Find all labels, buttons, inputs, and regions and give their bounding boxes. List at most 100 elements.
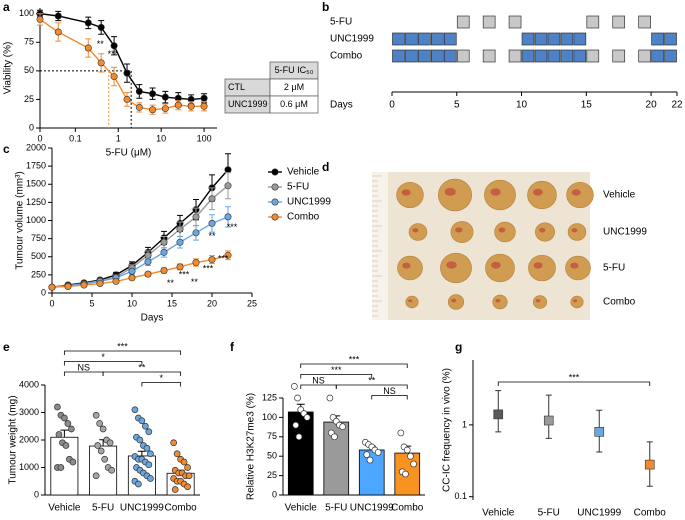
category-label: 5-FU (92, 503, 114, 514)
dose-block (638, 15, 651, 29)
data-point (363, 451, 371, 458)
tumour-spot (533, 188, 543, 196)
data-point (97, 447, 105, 455)
x-tick-label: 5 (89, 298, 94, 308)
y-axis-label: Tumour volume (mm³) (15, 171, 26, 270)
y-tick-label: 750 (31, 233, 46, 243)
data-point (161, 105, 169, 113)
data-point (192, 213, 200, 221)
x-tick-label: 0 (49, 298, 54, 308)
dose-block (651, 32, 664, 46)
data-point (128, 274, 136, 282)
category-label: UNC1999 (350, 503, 394, 514)
significance-label: *** (349, 354, 360, 364)
significance-bracket (300, 363, 408, 368)
data-point (407, 452, 414, 460)
data-point (397, 429, 405, 437)
tumour (405, 295, 419, 309)
data-point (57, 464, 65, 471)
dose-block (612, 15, 626, 29)
ruler (372, 172, 388, 320)
data-point (171, 486, 179, 493)
table-header: 5-FU IC₅₀ (275, 65, 314, 75)
data-point (173, 450, 181, 458)
legend-marker (271, 168, 279, 176)
table-row-label: UNC1999 (228, 99, 268, 109)
significance-label: *** (569, 372, 580, 382)
data-point (62, 442, 70, 449)
data-point (64, 420, 72, 427)
data-point (123, 69, 131, 77)
category-label: UNC1999 (120, 503, 164, 514)
y-tick-label: 4000 (19, 379, 39, 389)
dose-block (612, 49, 626, 63)
tumour-spot (402, 262, 411, 269)
data-point (208, 219, 216, 227)
data-point (64, 282, 72, 290)
significance-bracket (102, 371, 182, 376)
data-point (80, 281, 88, 289)
data-point (185, 472, 193, 480)
y-tick-label: 1000 (19, 462, 39, 472)
x-axis-label: Days (330, 100, 353, 111)
x-tick-label: 10 (127, 298, 137, 308)
data-point (106, 439, 114, 447)
tumour-spot (498, 227, 506, 233)
tumour (408, 223, 428, 241)
data-point (403, 446, 411, 454)
dose-block (418, 32, 431, 46)
data-point (147, 450, 154, 458)
significance-label: *** (331, 365, 342, 375)
dose-block (521, 32, 535, 46)
significance-label: * (159, 373, 163, 383)
legend-label: Combo (287, 212, 320, 223)
data-point (224, 213, 232, 221)
y-tick-label: 3000 (19, 407, 39, 417)
x-tick-label: 5 (454, 100, 460, 111)
x-tick-label: 100 (197, 133, 212, 143)
tumour (565, 255, 591, 281)
tumour (397, 255, 423, 281)
table-value: 0.6 μM (280, 99, 308, 109)
tumour (450, 221, 474, 243)
x-tick-label: 0 (389, 100, 395, 111)
data-point (208, 195, 216, 203)
series-line (51, 169, 229, 288)
data-point (92, 411, 100, 419)
dose-block (534, 49, 548, 63)
data-point (160, 248, 168, 256)
y-tick-label: 25 (267, 470, 277, 480)
y-tick-label: 0 (41, 287, 46, 297)
significance-label: * (101, 352, 105, 362)
y-tick-label: 100 (19, 8, 34, 18)
x-tick-label: 10 (516, 100, 528, 111)
data-point (143, 444, 151, 452)
legend-marker (271, 183, 279, 191)
tumour (447, 294, 465, 310)
dose-block (534, 32, 548, 46)
data-point (54, 12, 62, 20)
y-tick-label: 50 (267, 451, 277, 461)
data-point (145, 428, 153, 436)
dose-block (443, 32, 457, 46)
tumour (528, 254, 556, 282)
x-tick-label: 10 (156, 133, 166, 143)
significance-bracket (63, 361, 143, 366)
category-label: Vehicle (482, 508, 515, 519)
tumour (566, 181, 594, 209)
data-point (112, 277, 120, 285)
data-point (101, 455, 109, 463)
tumour-spot (444, 187, 456, 196)
legend-label: UNC1999 (287, 197, 331, 208)
x-tick-label: 15 (581, 100, 593, 111)
error-bar (60, 429, 69, 438)
annotation: ** (191, 277, 199, 287)
data-point (294, 394, 301, 402)
data-point (410, 460, 417, 468)
dose-block (405, 49, 418, 63)
y-tick-label: 0 (34, 489, 39, 499)
legend-label: 5-FU (287, 182, 309, 193)
data-point (97, 59, 105, 67)
tumour (485, 253, 515, 283)
category-label: Vehicle (285, 503, 318, 514)
